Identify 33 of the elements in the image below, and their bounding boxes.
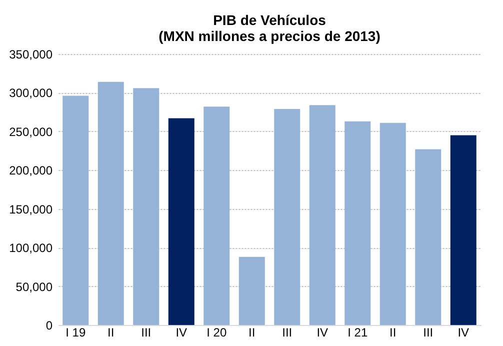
bar bbox=[450, 135, 476, 325]
y-tick-label: 350,000 bbox=[9, 48, 53, 62]
y-tick-label: 150,000 bbox=[9, 202, 53, 216]
x-tick-label: I 19 bbox=[66, 326, 86, 340]
x-tick-label: I 21 bbox=[348, 326, 368, 340]
bar bbox=[238, 256, 265, 325]
x-tick-label: IV bbox=[316, 326, 328, 340]
chart-title: PIB de Vehículos (MXN millones a precios de 2013) bbox=[158, 12, 380, 44]
x-tick-label: II bbox=[108, 326, 114, 340]
y-tick-label: 200,000 bbox=[9, 164, 53, 178]
y-tick-label: 250,000 bbox=[9, 124, 53, 139]
y-tick-label: 300,000 bbox=[9, 86, 53, 100]
bar bbox=[133, 88, 160, 325]
bar bbox=[62, 96, 89, 325]
x-tick-label: III bbox=[282, 326, 292, 340]
x-tick-label: III bbox=[141, 326, 152, 340]
x-tick-label: II bbox=[390, 326, 396, 340]
bar bbox=[344, 121, 371, 325]
bar bbox=[274, 108, 300, 325]
y-tick-label: 50,000 bbox=[16, 280, 53, 294]
bar bbox=[380, 122, 406, 325]
bar bbox=[415, 149, 442, 325]
x-tick-label: IV bbox=[458, 326, 470, 340]
x-tick-label: I 20 bbox=[206, 326, 227, 340]
x-tick-label: II bbox=[248, 326, 256, 340]
x-tick-label: III bbox=[423, 326, 434, 340]
x-tick-label: IV bbox=[176, 326, 188, 340]
bar bbox=[204, 106, 230, 325]
bar bbox=[309, 105, 336, 325]
y-tick-label: 0 bbox=[46, 318, 53, 332]
bar bbox=[98, 82, 124, 325]
bar bbox=[168, 118, 194, 325]
y-tick-label: 100,000 bbox=[9, 241, 53, 256]
